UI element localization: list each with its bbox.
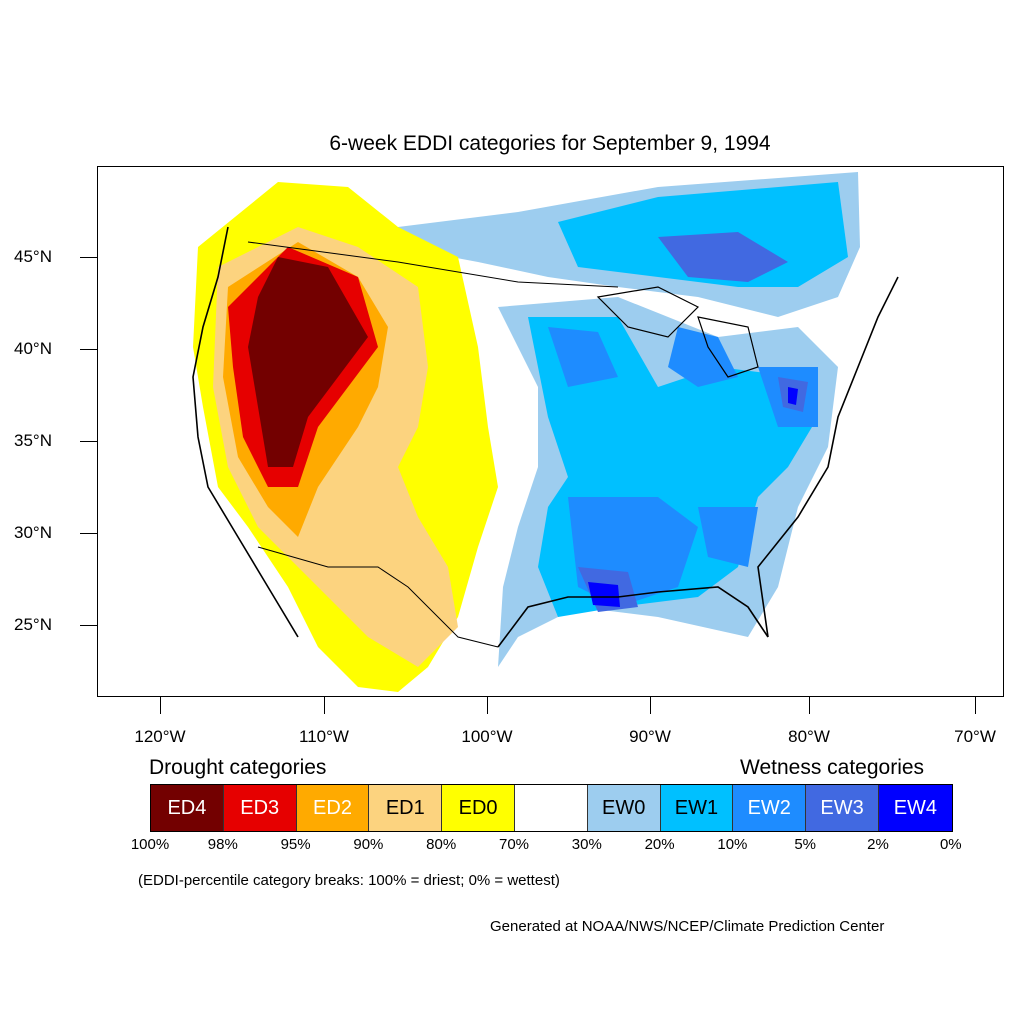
- lat-label-25: 25°N: [14, 615, 52, 634]
- break-label: 2%: [867, 836, 889, 853]
- gulf-coast: [497, 586, 769, 648]
- lat-tick: [80, 257, 97, 258]
- lon-tick: [809, 697, 810, 714]
- eddi-map: [97, 166, 1004, 697]
- lat-label-30: 30°N: [14, 523, 52, 542]
- lon-tick: [975, 697, 976, 714]
- legend-cell-ed4: ED4: [151, 785, 224, 831]
- lon-label-120w: 120°W: [134, 727, 186, 746]
- legend-cell-ed2: ED2: [296, 785, 370, 831]
- great-lakes-outline: [596, 286, 759, 378]
- coastline-west: [192, 226, 299, 638]
- lon-label-110w: 110°W: [299, 727, 349, 746]
- wetness-region-north-ew2: [658, 232, 788, 282]
- lat-tick: [80, 349, 97, 350]
- legend-cell-ew1: EW1: [660, 785, 734, 831]
- wetness-categories-heading: Wetness categories: [740, 756, 925, 779]
- wetness-region-east-ew4: [588, 387, 798, 607]
- lat-label-45: 45°N: [14, 247, 52, 266]
- legend-cell-ed0: ED0: [442, 785, 515, 831]
- legend-cell-ew3: EW3: [806, 785, 879, 831]
- map-title: 6-week EDDI categories for September 9, …: [329, 132, 771, 155]
- lon-label-100w: 100°W: [461, 727, 513, 746]
- coastline-east: [757, 276, 899, 638]
- lat-tick: [80, 625, 97, 626]
- legend-cell-ew4: EW4: [878, 785, 952, 831]
- break-label: 0%: [939, 836, 962, 853]
- lat-tick: [80, 441, 97, 442]
- break-label: 80%: [426, 836, 457, 853]
- wetness-region-east-ew2: [548, 327, 818, 607]
- legend-cell-ed3: ED3: [223, 785, 297, 831]
- break-label: 70%: [498, 836, 530, 853]
- lon-label-70w: 70°W: [954, 727, 996, 746]
- lon-tick: [487, 697, 488, 714]
- lon-tick: [650, 697, 651, 714]
- legend-cell-ew0: EW0: [587, 785, 661, 831]
- lon-label-90w: 90°W: [629, 727, 671, 746]
- us-map-svg: [192, 172, 899, 692]
- drought-categories-heading: Drought categories: [149, 756, 327, 779]
- break-label: 10%: [717, 836, 748, 853]
- lon-tick: [324, 697, 325, 714]
- legend-cell-ed1: ED1: [369, 785, 443, 831]
- break-label: 30%: [571, 836, 602, 853]
- drought-region-ed4: [248, 257, 368, 467]
- break-label: 95%: [280, 836, 311, 853]
- us-canada-border: [247, 241, 619, 288]
- legend-cell-ew2: EW2: [733, 785, 807, 831]
- lat-label-40: 40°N: [14, 339, 52, 358]
- break-label: 20%: [644, 836, 675, 853]
- legend-note: (EDDI-percentile category breaks: 100% =…: [138, 872, 560, 889]
- us-mexico-border: [257, 546, 499, 648]
- legend-cell-neutral: [514, 785, 588, 831]
- break-label: 98%: [207, 836, 238, 853]
- credit-text: Generated at NOAA/NWS/NCEP/Climate Predi…: [490, 918, 885, 935]
- lat-label-35: 35°N: [14, 431, 52, 450]
- break-label: 5%: [794, 836, 817, 853]
- lat-tick: [80, 533, 97, 534]
- break-label: 90%: [353, 836, 384, 853]
- category-legend-bar: ED4 ED3 ED2 ED1 ED0 EW0 EW1 EW2 EW3 EW4: [150, 784, 953, 832]
- break-label: 100%: [130, 836, 170, 853]
- lon-label-80w: 80°W: [788, 727, 830, 746]
- lon-tick: [160, 697, 161, 714]
